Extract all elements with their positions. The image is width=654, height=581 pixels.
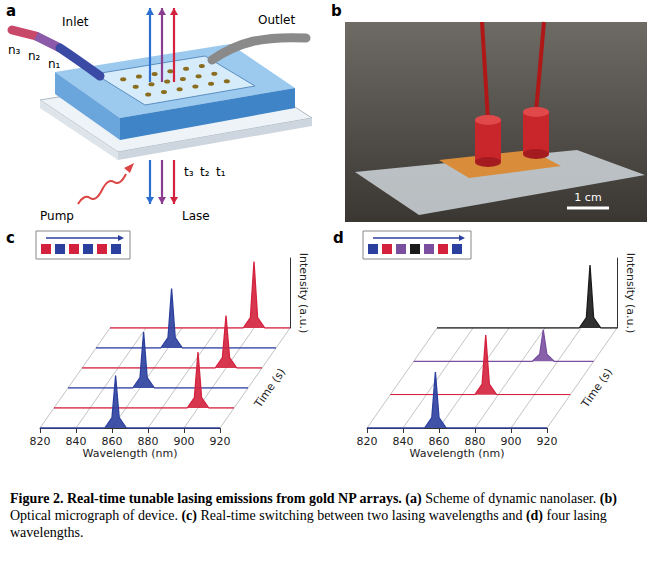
svg-text:Outlet: Outlet xyxy=(258,13,295,27)
svg-text:t₂: t₂ xyxy=(200,165,210,179)
svg-text:t₃: t₃ xyxy=(184,165,194,179)
svg-text:Wavelength (nm): Wavelength (nm) xyxy=(409,447,504,460)
svg-text:860: 860 xyxy=(429,435,450,448)
svg-text:840: 840 xyxy=(393,435,414,448)
svg-text:Time (s): Time (s) xyxy=(578,366,615,411)
svg-text:Intensity (a.u.): Intensity (a.u.) xyxy=(624,253,637,334)
svg-text:b: b xyxy=(331,2,342,20)
svg-text:d: d xyxy=(333,229,344,247)
html-text:Optical micrograph of device.: Optical micrograph of device. (c) Real-t… xyxy=(10,508,607,540)
svg-text:n₃: n₃ xyxy=(8,43,21,57)
svg-text:Lase: Lase xyxy=(182,209,210,223)
svg-text:820: 820 xyxy=(30,435,51,448)
svg-text:920: 920 xyxy=(210,435,231,448)
svg-text:a: a xyxy=(6,2,16,20)
html-text:Figure 2. Real-time tunable la: Figure 2. Real-time tunable lasing emiss… xyxy=(10,491,617,506)
svg-text:c: c xyxy=(6,229,15,247)
svg-text:n₁: n₁ xyxy=(48,57,61,71)
svg-text:860: 860 xyxy=(102,435,123,448)
svg-text:1 cm: 1 cm xyxy=(574,191,601,204)
svg-text:Time (s): Time (s) xyxy=(251,366,288,411)
svg-text:880: 880 xyxy=(138,435,159,448)
svg-text:880: 880 xyxy=(465,435,486,448)
svg-text:820: 820 xyxy=(357,435,378,448)
svg-text:900: 900 xyxy=(174,435,195,448)
svg-text:900: 900 xyxy=(501,435,522,448)
svg-text:840: 840 xyxy=(66,435,87,448)
svg-text:920: 920 xyxy=(537,435,558,448)
svg-text:Wavelength (nm): Wavelength (nm) xyxy=(82,447,177,460)
svg-text:t₁: t₁ xyxy=(216,165,226,179)
svg-text:Intensity (a.u.): Intensity (a.u.) xyxy=(297,253,310,334)
svg-text:Inlet: Inlet xyxy=(62,15,89,29)
svg-text:Pump: Pump xyxy=(40,209,74,223)
svg-text:n₂: n₂ xyxy=(28,49,41,63)
